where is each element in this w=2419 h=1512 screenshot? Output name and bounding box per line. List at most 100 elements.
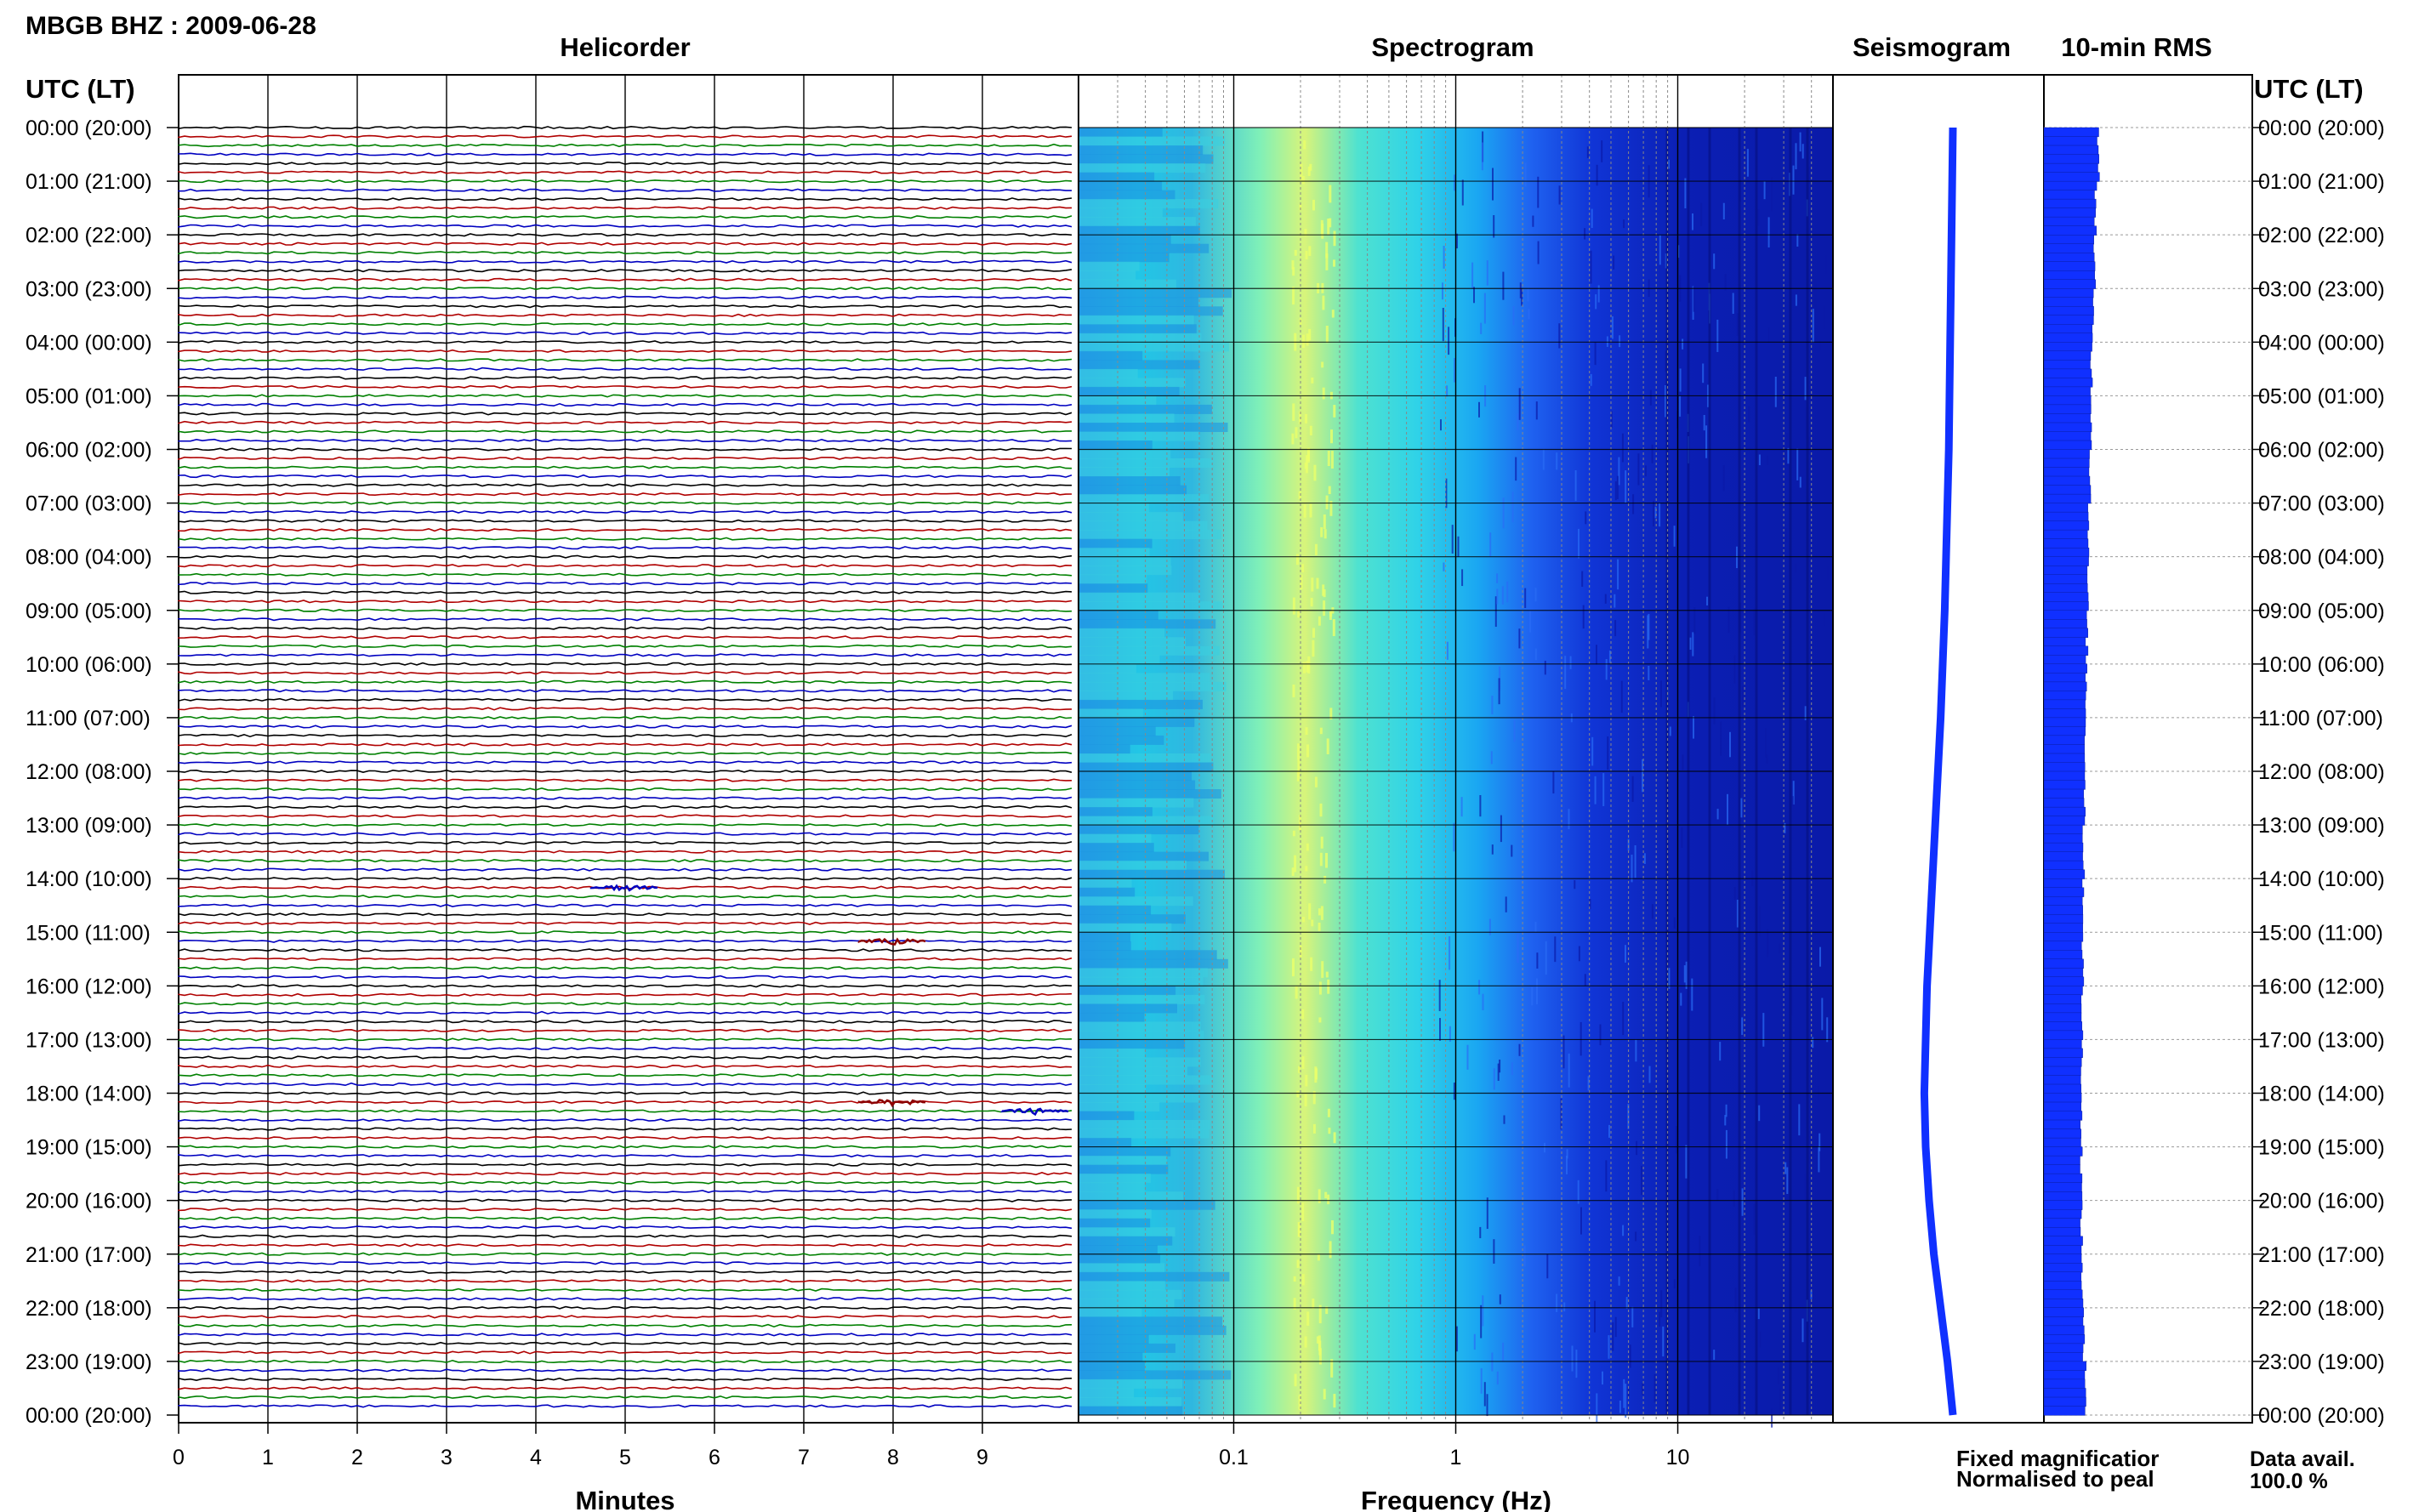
time-tick-label-right: 05:00 (01:00) xyxy=(2258,384,2385,408)
spectrogram-speckle xyxy=(1562,1035,1565,1069)
rms-bar xyxy=(2043,1218,2080,1228)
rms-bar xyxy=(2043,824,2083,835)
spectrogram-speckle xyxy=(1552,771,1555,794)
spectrogram-stripe xyxy=(1079,350,1143,361)
helicorder-trace xyxy=(178,903,1073,907)
rms-bar xyxy=(2043,422,2092,433)
spectrogram-speckle xyxy=(1622,1002,1625,1036)
helicorder-trace xyxy=(178,840,1073,845)
spectrogram-peak-speckle xyxy=(1292,830,1295,837)
rms-bar xyxy=(2043,592,2089,602)
helicorder-trace xyxy=(178,804,1073,810)
time-tick-label-right: 17:00 (13:00) xyxy=(2258,1028,2385,1052)
spectrogram-speckle xyxy=(1534,648,1537,661)
spectrogram-speckle xyxy=(1518,388,1521,420)
helicorder-trace xyxy=(178,420,1073,425)
spectrogram-speckle xyxy=(1795,294,1797,306)
helicorder-trace xyxy=(178,635,1073,639)
helicorder-trace xyxy=(178,402,1073,407)
spectrogram-stripe xyxy=(1079,798,1194,808)
spectrogram-speckle xyxy=(1705,425,1708,458)
spectrogram-stripe xyxy=(1079,548,1150,558)
spectrogram-stripe xyxy=(1079,1316,1223,1327)
spectrogram-speckle xyxy=(1518,628,1521,649)
spectrogram-speckle xyxy=(1590,373,1592,386)
rms-bar xyxy=(2043,288,2094,298)
spectrogram-peak-speckle xyxy=(1323,1389,1326,1400)
helicorder-trace xyxy=(178,340,1073,344)
rms-bar xyxy=(2043,404,2092,414)
spectrogram-peak-speckle xyxy=(1295,986,1298,999)
time-tick-label-right: 00:00 (20:00) xyxy=(2258,1404,2385,1428)
helicorder-trace xyxy=(178,984,1073,988)
spectrogram-stripe xyxy=(1079,592,1200,602)
helicorder-trace xyxy=(178,1091,1073,1095)
spectrogram-speckle xyxy=(1502,271,1505,300)
spectrogram-stripe xyxy=(1079,735,1164,745)
helicorder-trace xyxy=(178,564,1073,568)
time-tick-label-right: 14:00 (10:00) xyxy=(2258,867,2385,891)
spectrogram-speckle xyxy=(1582,605,1585,629)
spectrogram-stripe xyxy=(1079,1138,1132,1148)
spectrogram-peak-speckle xyxy=(1306,1311,1310,1326)
spectrogram-speckle xyxy=(1478,401,1480,418)
rms-bar xyxy=(2043,923,2083,933)
rms-bar xyxy=(2043,1325,2085,1336)
spectrogram-speckle xyxy=(1571,1345,1574,1372)
spectrogram-peak-speckle xyxy=(1319,803,1323,817)
spectrogram-speckle xyxy=(1591,736,1594,766)
spectrogram-peak-speckle xyxy=(1321,961,1324,978)
spectrogram-speckle xyxy=(1771,1408,1773,1428)
spectrogram-stripe xyxy=(1079,163,1206,173)
spectrogram-peak-speckle xyxy=(1314,776,1318,787)
spectrogram-speckle xyxy=(1741,1188,1744,1216)
spectrogram-stripe xyxy=(1079,941,1131,951)
rms-bar xyxy=(2043,1119,2080,1130)
minute-tick-label: 5 xyxy=(619,1446,631,1469)
spectrogram-speckle xyxy=(1480,1367,1483,1394)
spectrogram-speckle xyxy=(1689,637,1692,651)
helicorder-trace xyxy=(178,689,1073,693)
spectrogram-stripe xyxy=(1079,1164,1169,1174)
rms-bars xyxy=(2043,127,2100,1416)
rms-bar xyxy=(2043,762,2086,772)
spectrogram-speckle xyxy=(1713,697,1716,725)
spectrogram-peak-speckle xyxy=(1292,958,1295,977)
spectrogram-stripe xyxy=(1079,199,1219,209)
spectrogram-peak-speckle xyxy=(1301,1274,1305,1286)
spectrogram-speckle xyxy=(1528,309,1530,320)
minute-tick-label: 1 xyxy=(262,1446,274,1469)
rms-bar xyxy=(2043,860,2084,871)
spectrogram-speckle xyxy=(1625,1384,1627,1418)
spectrogram-speckle xyxy=(1491,696,1494,714)
helicorder-trace xyxy=(178,394,1073,398)
spectrogram-speckle xyxy=(1498,678,1500,705)
spectrogram-speckle xyxy=(1563,1302,1566,1312)
spectrogram-stripe xyxy=(1079,494,1210,504)
spectrogram-stripe xyxy=(1079,467,1170,477)
helicorder-trace xyxy=(178,546,1073,550)
spectrogram-speckle xyxy=(1682,338,1684,350)
spectrogram-peak-speckle xyxy=(1303,662,1306,674)
rms-bar xyxy=(2043,395,2092,406)
time-tick-label-right: 22:00 (18:00) xyxy=(2258,1297,2385,1321)
spectrogram-stripe xyxy=(1079,771,1192,781)
rms-bar xyxy=(2043,842,2084,853)
rms-bar xyxy=(2043,378,2093,388)
spectrogram-stripe xyxy=(1079,449,1171,459)
spectrogram-stripe xyxy=(1079,270,1136,281)
rms-bar xyxy=(2043,691,2086,701)
rms-bar xyxy=(2043,253,2095,263)
spectrogram-speckle xyxy=(1821,998,1824,1031)
spectrogram-speckle xyxy=(1446,385,1449,397)
spectrogram-speckle xyxy=(1608,1124,1610,1138)
helicorder-trace xyxy=(178,1046,1073,1051)
helicorder-trace xyxy=(178,1270,1073,1274)
spectrogram-speckle xyxy=(1605,659,1608,680)
spectrogram-peak-speckle xyxy=(1331,310,1335,318)
helicorder-trace xyxy=(178,215,1073,219)
spectrogram-stripe xyxy=(1079,1003,1177,1014)
spectrogram-speckle xyxy=(1631,776,1634,802)
spectrogram-stripe xyxy=(1079,1281,1165,1291)
